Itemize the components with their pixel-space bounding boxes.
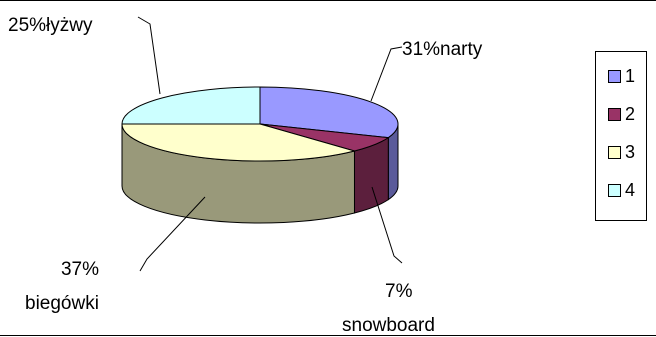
legend-item-4: 4 [608,180,635,200]
leader-line-lyzwy [137,16,161,95]
legend-item-2: 2 [608,104,635,124]
leader-line-snowboard [371,186,403,264]
legend-label-2: 2 [625,103,636,124]
legend-swatch-4 [608,183,621,197]
legend-item-1: 1 [608,66,635,86]
legend-swatch-3 [608,145,621,159]
data-label-biegowki-name: biegówki [25,293,99,314]
pie-slice-lyzwy [121,86,261,125]
legend-label-3: 3 [625,141,636,162]
pie-slice-narty [259,86,399,139]
legend-swatch-1 [608,69,621,83]
leader-line-narty [370,46,403,102]
legend-label-4: 4 [625,179,636,200]
leader-line-biegowki [139,196,206,272]
legend-label-1: 1 [625,65,636,86]
legend: 1 2 3 4 [595,51,647,221]
legend-swatch-2 [608,107,621,121]
data-label-narty: 31%narty [402,39,483,60]
data-label-snowboard-pct: 7% [385,281,413,302]
data-label-biegowki-pct: 37% [60,259,100,280]
data-label-lyzwy: 25%łyżwy [8,15,93,36]
data-label-snowboard-name: snowboard [342,315,435,336]
pie-slice-biegowki [121,123,357,162]
legend-item-3: 3 [608,142,635,162]
